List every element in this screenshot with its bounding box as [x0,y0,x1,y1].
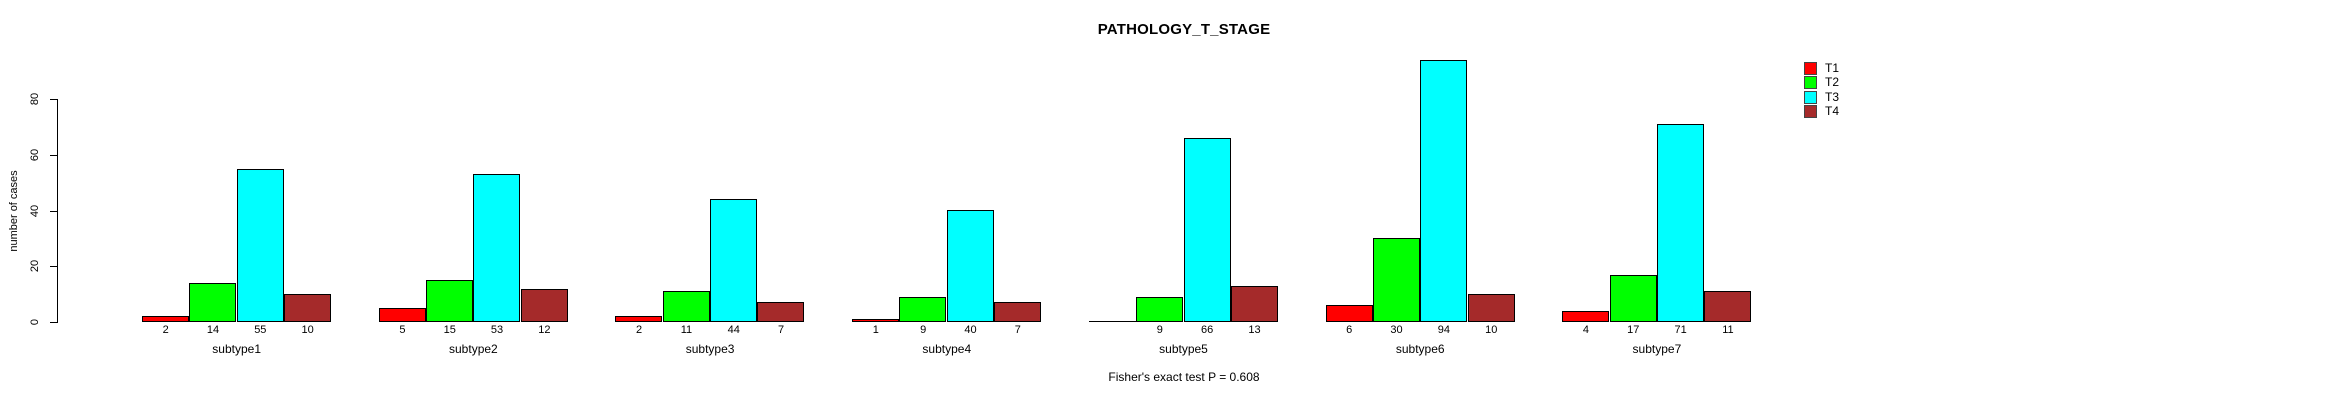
bar-value-T2-subtype2: 15 [443,324,456,336]
y-tick-mark [50,99,57,100]
legend-label-T1: T1 [1825,60,1840,75]
bar-value-T3-subtype6: 94 [1437,324,1450,336]
category-label-subtype5: subtype5 [1159,342,1208,356]
category-label-subtype6: subtype6 [1395,342,1445,356]
bar-T3-subtype7 [1656,124,1704,322]
bar-T3-subtype3 [710,199,758,322]
bar-value-T4-subtype7: 11 [1722,324,1734,336]
bar-value-T1-subtype6: 6 [1346,324,1353,336]
y-tick-label: 0 [29,318,41,326]
bar-value-T4-subtype5: 13 [1248,324,1261,336]
bar-T3-subtype5 [1183,138,1231,322]
bar-T1-subtype2 [378,308,426,322]
fisher-test-annotation: Fisher's exact test P = 0.608 [1108,370,1260,384]
legend-entry-T3: T3 [1804,90,1839,105]
y-tick-mark [50,154,57,156]
y-tick-label: 20 [29,260,41,273]
bar-T2-subtype2 [426,280,474,322]
y-axis-title: number of cases [8,169,20,252]
bar-value-T3-subtype4: 40 [964,324,977,336]
category-label-subtype4: subtype4 [922,342,972,356]
chart-title: PATHOLOGY_T_STAGE [1097,21,1271,38]
bar-value-T1-subtype7: 4 [1582,324,1589,336]
bar-T4-subtype3 [757,302,805,322]
bar-T1-subtype7 [1562,311,1610,322]
bar-T4-subtype7 [1704,291,1752,322]
bar-value-T3-subtype7: 71 [1674,324,1687,336]
bar-value-T4-subtype1: 10 [301,324,314,336]
bar-value-T2-subtype6: 30 [1390,324,1403,336]
legend-label-T3: T3 [1825,89,1840,104]
bar-T1-subtype4 [852,319,900,322]
bar-value-T2-subtype3: 11 [680,324,693,336]
legend-entry-T1: T1 [1804,61,1839,76]
bar-T1-subtype1 [142,316,189,322]
bar-value-T3-subtype3: 44 [727,324,740,336]
bar-T2-subtype1 [189,283,237,322]
legend-swatch-T2 [1804,76,1817,90]
bar-value-T3-subtype1: 55 [254,324,267,336]
bar-value-T1-subtype2: 5 [399,324,406,336]
bar-T1-subtype6 [1325,305,1373,322]
legend-swatch-T4 [1804,105,1817,119]
bar-value-T4-subtype6: 10 [1485,324,1498,336]
bar-T3-subtype4 [946,210,994,322]
bar-T2-subtype6 [1372,238,1420,322]
bar-value-T2-subtype5: 9 [1156,324,1163,336]
legend-entry-T2: T2 [1804,76,1839,91]
bar-T4-subtype1 [283,294,331,322]
bar-T3-subtype2 [473,174,521,322]
legend-label-T2: T2 [1825,75,1840,90]
y-tick-label: 60 [29,148,41,161]
category-label-subtype3: subtype3 [685,342,735,356]
bar-value-T2-subtype1: 14 [206,324,220,336]
y-tick-mark [50,266,57,268]
bar-T3-subtype6 [1420,60,1468,322]
bar-T4-subtype5 [1230,286,1278,322]
bar-T2-subtype3 [662,291,710,322]
category-label-subtype7: subtype7 [1632,342,1682,356]
bar-value-T3-subtype2: 53 [490,324,504,336]
y-tick-label: 40 [29,204,41,217]
bar-T4-subtype6 [1467,294,1515,322]
category-label-subtype2: subtype2 [449,342,498,356]
bar-T4-subtype2 [520,289,568,322]
legend-entry-T4: T4 [1804,105,1839,120]
bar-T3-subtype1 [236,169,284,322]
bar-value-T2-subtype7: 17 [1627,324,1640,336]
legend-swatch-T1 [1804,61,1817,75]
y-tick-mark [50,322,57,323]
bar-T4-subtype4 [994,302,1042,322]
bar-T1-subtype5 [1088,321,1136,322]
bar-T2-subtype7 [1609,275,1657,322]
legend-swatch-T3 [1804,90,1817,104]
legend-label-T4: T4 [1825,104,1840,119]
bar-value-T2-subtype4: 9 [920,324,927,336]
y-axis-line [57,99,58,323]
bar-value-T4-subtype2: 12 [538,324,551,336]
bar-T1-subtype3 [615,316,663,322]
bar-value-T1-subtype4: 1 [872,324,879,336]
y-tick-label: 80 [29,92,41,106]
y-tick-mark [50,210,57,212]
bar-value-T1-subtype3: 2 [636,324,643,336]
legend: T1 T2 T3 T4 [1804,61,1839,119]
bar-value-T4-subtype4: 7 [1014,324,1021,336]
bar-T2-subtype4 [899,297,947,322]
bar-value-T3-subtype5: 66 [1201,324,1214,336]
bar-value-T1-subtype1: 2 [162,324,169,336]
bar-T2-subtype5 [1136,297,1184,322]
category-label-subtype1: subtype1 [212,342,262,356]
bar-value-T4-subtype3: 7 [778,324,785,336]
